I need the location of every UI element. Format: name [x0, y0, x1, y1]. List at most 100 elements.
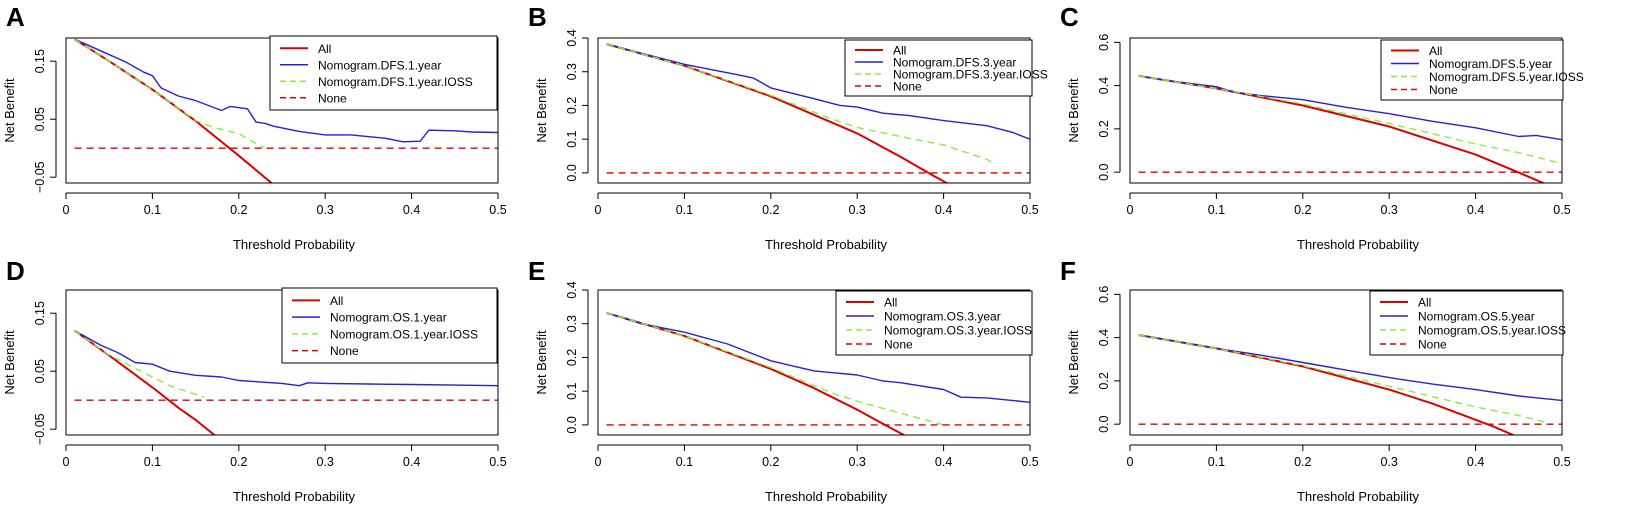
- x-tick-label: 0.1: [676, 455, 693, 469]
- x-tick-label: 0.5: [1021, 455, 1038, 469]
- chart-panel-b: B 0 0.1 0.2 0.3 0.4 0.5 0.0 0.1 0.2 0.3 0.4 Threshol…: [528, 2, 1048, 252]
- x-axis-title: Threshold Probability: [233, 489, 356, 504]
- series-line-nomogram-os-1-year-ioss: [74, 330, 205, 398]
- y-tick-label: 0.2: [565, 349, 579, 366]
- y-tick-label: 0.4: [1097, 329, 1111, 346]
- x-tick-label: 0.3: [317, 455, 334, 469]
- plot-frame: [1129, 37, 1563, 184]
- series-line-nomogram-dfs-1-year-ioss: [74, 38, 266, 149]
- y-tick-label: 0.0: [1097, 415, 1111, 432]
- y-axis-title: Net Benefit: [534, 330, 549, 395]
- x-axis-title: Threshold Probability: [1297, 489, 1420, 504]
- legend-label: All: [330, 294, 343, 308]
- y-tick-label: 0.15: [33, 301, 47, 325]
- series-group: [74, 329, 498, 435]
- y-axis-title: Net Benefit: [534, 78, 549, 143]
- legend: AllNomogram.DFS.3.yearNomogram.DFS.3.yea…: [844, 39, 1048, 97]
- legend-label: None: [330, 344, 359, 358]
- legend-label: All: [1429, 44, 1442, 58]
- x-tick-label: 0.3: [1381, 455, 1398, 469]
- legend: AllNomogram.OS.3.yearNomogram.OS.3.year.…: [835, 290, 1033, 356]
- legend-label: None: [1429, 83, 1458, 97]
- legend-label: Nomogram.DFS.5.year: [1429, 57, 1552, 71]
- x-tick-label: 0.2: [1294, 455, 1311, 469]
- legend-label: All: [893, 44, 906, 58]
- y-axis-title: Net Benefit: [2, 78, 17, 143]
- y-tick-label: 0.0: [565, 164, 579, 181]
- x-axis-title: Threshold Probability: [765, 237, 888, 252]
- chart-panel-e: E 0 0.1 0.2 0.3 0.4 0.5 0.0 0.1 0.2 0.3 0.4 Threshol…: [528, 256, 1039, 504]
- legend-label: Nomogram.OS.1.year.IOSS: [330, 327, 478, 341]
- panel-letter: E: [528, 256, 545, 286]
- y-tick-label: 0.15: [33, 49, 47, 73]
- legend-label: Nomogram.DFS.3.year: [893, 56, 1016, 70]
- series-group: [74, 38, 498, 183]
- y-tick-label: 0.3: [565, 63, 579, 80]
- y-tick-label: 0.0: [565, 416, 579, 433]
- x-tick-label: 0: [63, 203, 70, 217]
- series-group: [606, 311, 1030, 435]
- y-tick-label: 0.4: [565, 29, 579, 46]
- x-axis-title: Threshold Probability: [1297, 237, 1420, 252]
- x-tick-label: 0.5: [1553, 203, 1570, 217]
- legend-label: All: [884, 296, 897, 310]
- y-axis-title: Net Benefit: [2, 330, 17, 395]
- y-axis-title: Net Benefit: [1066, 78, 1081, 143]
- x-tick-label: 0.2: [230, 203, 247, 217]
- x-tick-label: 0.3: [849, 455, 866, 469]
- chart-panel-a: A 0 0.1 0.2 0.3 0.4 0.5 −0.05 0.05 0.15 Threshold …: [2, 2, 507, 252]
- legend-label: All: [318, 42, 331, 56]
- y-tick-label: −0.05: [33, 161, 47, 193]
- y-tick-label: 0.0: [1097, 163, 1111, 180]
- legend-box: [281, 287, 498, 364]
- x-tick-label: 0: [63, 455, 70, 469]
- series-line-nomogram-dfs-5-year-ioss: [1138, 75, 1562, 165]
- x-axis-title: Threshold Probability: [765, 489, 888, 504]
- series-line-nomogram-dfs-1-year: [74, 38, 498, 143]
- x-tick-label: 0.2: [762, 455, 779, 469]
- y-tick-label: 0.3: [565, 315, 579, 332]
- y-tick-label: 0.05: [33, 359, 47, 383]
- panel-letter: A: [6, 2, 25, 32]
- legend: All Nomogram.DFS.1.year Nomogram.DFS.1.yea…: [269, 35, 498, 111]
- y-tick-label: 0.4: [565, 281, 579, 298]
- series-line-nomogram-dfs-3-year: [606, 43, 1030, 140]
- series-line-nomogram-os-1-year: [74, 329, 498, 387]
- legend-label: All: [1418, 296, 1431, 310]
- chart-panel-f: F 0 0.1 0.2 0.3 0.4 0.5 0.0 0.2 0.4 0.6 Threshold P…: [1060, 256, 1571, 504]
- series-line-nomogram-dfs-3-year-ioss: [606, 43, 996, 166]
- x-tick-label: 0.1: [1208, 203, 1225, 217]
- chart-panel-c: C 0 0.1 0.2 0.3 0.4 0.5 0.0 0.2 0.4 0.6 Threshold P…: [1060, 2, 1584, 252]
- x-tick-label: 0.1: [676, 203, 693, 217]
- y-tick-label: 0.05: [33, 107, 47, 131]
- legend-label: Nomogram.OS.5.year.IOSS: [1418, 324, 1566, 338]
- x-tick-label: 0: [595, 203, 602, 217]
- x-tick-label: 0.5: [1553, 455, 1570, 469]
- legend: AllNomogram.OS.5.yearNomogram.OS.5.year.…: [1369, 290, 1566, 356]
- y-tick-label: 0.2: [1097, 372, 1111, 389]
- legend-box: [269, 35, 498, 111]
- y-axis-title: Net Benefit: [1066, 330, 1081, 395]
- y-tick-label: −0.05: [33, 413, 47, 445]
- x-tick-label: 0.2: [1294, 203, 1311, 217]
- x-tick-label: 0.5: [489, 455, 506, 469]
- y-tick-label: 0.1: [565, 130, 579, 147]
- x-tick-label: 0.4: [1467, 455, 1484, 469]
- panel-letter: D: [6, 256, 25, 286]
- y-tick-label: 0.2: [565, 97, 579, 114]
- legend-label: Nomogram.OS.3.year: [884, 310, 1001, 324]
- series-line-all: [74, 329, 216, 435]
- x-tick-label: 0.3: [1381, 203, 1398, 217]
- legend-label: None: [884, 338, 913, 352]
- series-group: [606, 43, 1030, 183]
- x-tick-label: 0.3: [317, 203, 334, 217]
- x-tick-label: 0: [595, 455, 602, 469]
- legend: AllNomogram.DFS.5.yearNomogram.DFS.5.yea…: [1380, 39, 1584, 101]
- x-tick-label: 0.2: [230, 455, 247, 469]
- series-line-nomogram-dfs-5-year: [1138, 75, 1562, 141]
- legend-label: Nomogram.DFS.5.year.IOSS: [1429, 70, 1584, 84]
- legend-label: None: [318, 91, 347, 105]
- series-group: [1138, 74, 1562, 183]
- series-line-all: [606, 43, 949, 183]
- legend-label: Nomogram.OS.5.year: [1418, 310, 1535, 324]
